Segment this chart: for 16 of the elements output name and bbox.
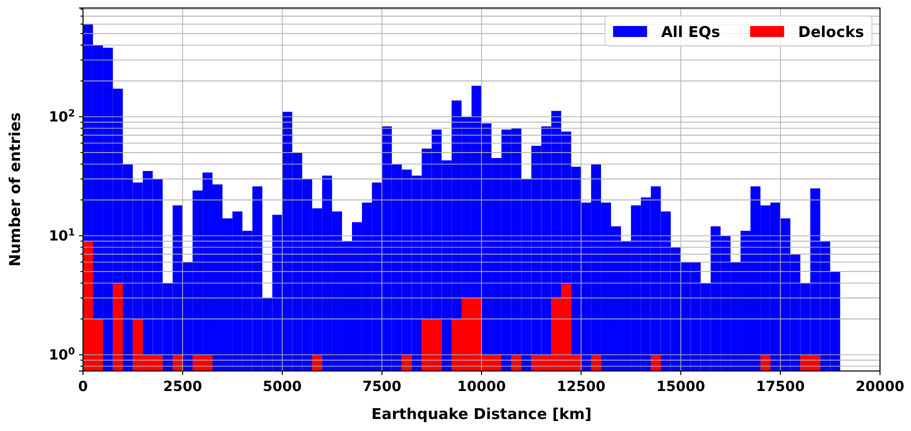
x-tick-label: 10000 [457, 379, 506, 395]
x-tick-label: 2500 [163, 379, 202, 395]
y-axis-title: Number of entries [6, 112, 24, 267]
x-tick-label: 0 [78, 379, 88, 395]
y-tick-label: 10$^{1}$ [48, 227, 76, 245]
legend-label: All EQs [661, 23, 720, 41]
x-tick-label: 7500 [362, 379, 402, 395]
y-tick-label: 10$^{0}$ [48, 346, 76, 364]
x-tick-label: 20000 [856, 379, 905, 395]
x-tick-label: 5000 [262, 379, 302, 395]
x-axis-title: Earthquake Distance [km] [371, 405, 592, 423]
x-tick-label: 17500 [756, 379, 805, 395]
x-tick-label: 12500 [556, 379, 606, 395]
legend-label: Delocks [798, 23, 864, 41]
y-tick-label: 10$^{2}$ [48, 108, 75, 126]
x-tick-label: 15000 [656, 379, 706, 395]
